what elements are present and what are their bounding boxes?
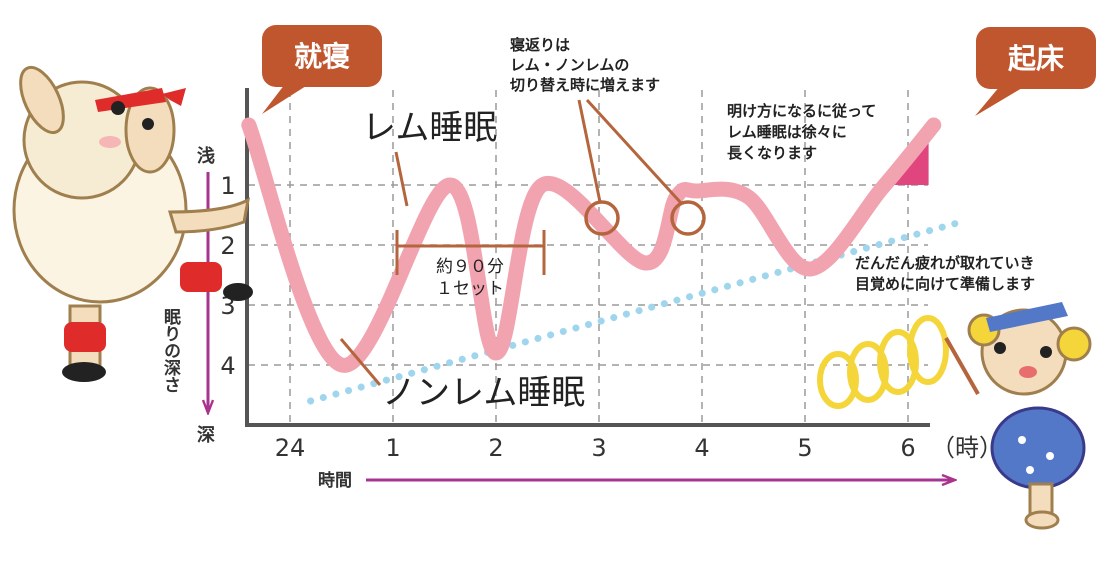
- depth-shallow-label: 浅: [197, 145, 215, 167]
- fatigue-note-line1: だんだん疲れが取れていき: [855, 254, 1035, 272]
- dawn-note-line1: 明け方になるに従って: [727, 102, 876, 120]
- y-tick-label: 4: [220, 352, 235, 380]
- wake-up-text: 起床: [1008, 42, 1064, 75]
- turnover-note-line2: レム・ノンレムの: [510, 56, 629, 74]
- x-tick-label: 3: [591, 434, 606, 462]
- switch-circle-2: [670, 200, 706, 236]
- y-tick-label: 2: [220, 232, 235, 260]
- turnover-pointer-1: [577, 99, 602, 203]
- sleep-onset-bubble: 就寝: [262, 25, 382, 114]
- switch-circle-1: [584, 200, 620, 236]
- sleep-depth-curve: [241, 117, 942, 373]
- rem-pointer: [394, 151, 409, 207]
- turnover-note-line1: 寝返りは: [510, 36, 570, 54]
- cycle-label-line2: １セット: [436, 279, 504, 299]
- time-title: 時間: [318, 470, 352, 491]
- sleep-onset-text: 就寝: [294, 40, 350, 73]
- sleeping-sheep-illustration: [12, 65, 253, 382]
- x-tick-label: 2: [488, 434, 503, 462]
- spring-coil-illustration: [817, 315, 949, 409]
- x-tick-label: 4: [694, 434, 709, 462]
- fatigue-note-line2: 目覚めに向けて準備します: [855, 275, 1035, 293]
- wake-up-bubble: 起床: [975, 27, 1096, 116]
- depth-deep-label: 深: [197, 424, 215, 446]
- sheep-eye-icon: [111, 101, 125, 115]
- cycle-bracket: [395, 230, 546, 275]
- depth-title: 眠りの深さ: [160, 308, 181, 393]
- dawn-note-line3: 長くなります: [727, 144, 817, 162]
- rem-sleep-label: レム睡眠: [362, 108, 497, 148]
- x-tick-label: 24: [275, 434, 306, 462]
- dawn-note-line2: レム睡眠は徐々に: [727, 123, 847, 141]
- y-tick-label: 1: [220, 172, 235, 200]
- x-tick-label: 1: [385, 434, 400, 462]
- cycle-label-line1: 約９０分: [436, 257, 504, 277]
- nonrem-pointer: [339, 338, 382, 386]
- turnover-note-line3: 切り替え時に増えます: [510, 76, 660, 94]
- x-tick-label: 6: [900, 434, 915, 462]
- nonrem-sleep-label: ノンレム睡眠: [382, 373, 585, 413]
- rem-fill-2: [526, 125, 599, 185]
- turnover-pointer-2: [585, 98, 683, 205]
- x-tick-labels: 24 1 2 3 4 5 6: [275, 434, 916, 462]
- recovery-trend-line: [307, 217, 969, 405]
- x-tick-label: 5: [797, 434, 812, 462]
- waking-sheep-eye-icon: [994, 342, 1006, 354]
- waking-sheep-illustration: [944, 302, 1092, 530]
